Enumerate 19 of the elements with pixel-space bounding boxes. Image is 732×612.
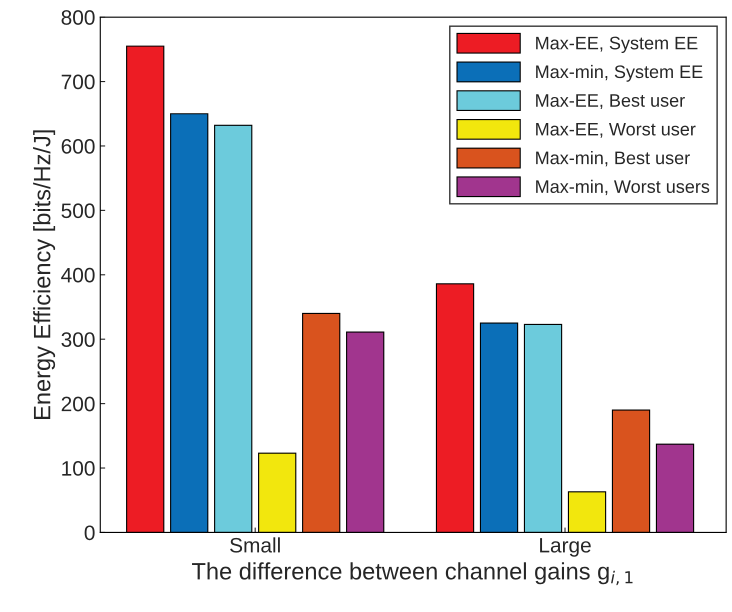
y-tick-label: 700 bbox=[62, 74, 95, 90]
y-tick-label: 400 bbox=[61, 268, 95, 283]
y-tick-label: 600 bbox=[62, 138, 95, 154]
x-tick-label: Small bbox=[230, 537, 280, 553]
legend-label: Max-EE, System EE bbox=[536, 36, 698, 54]
legend-label: Max-min, Worst users bbox=[536, 180, 710, 196]
y-tick-label: 500 bbox=[62, 203, 95, 218]
y-tick-label: 100 bbox=[62, 461, 95, 476]
legend-label: Max-min, Best user bbox=[536, 151, 690, 166]
x-tick-label: Large bbox=[540, 538, 591, 557]
y-tick-label: 200 bbox=[62, 396, 95, 412]
legend-label: Max-EE, Worst user bbox=[536, 122, 696, 138]
y-tick-label: 300 bbox=[61, 332, 95, 347]
y-tick-label: 0 bbox=[84, 525, 95, 540]
legend-label: Max-min, System EE bbox=[536, 64, 702, 82]
y-axis-title: Energy Efficiency [bits/Hz/J] bbox=[33, 130, 56, 419]
x-axis-title: The difference between channel gains g$_{i,1}$ bbox=[192, 562, 633, 586]
legend-label: Max-EE, Best user bbox=[536, 94, 685, 109]
y-tick-label: 800 bbox=[62, 10, 95, 25]
